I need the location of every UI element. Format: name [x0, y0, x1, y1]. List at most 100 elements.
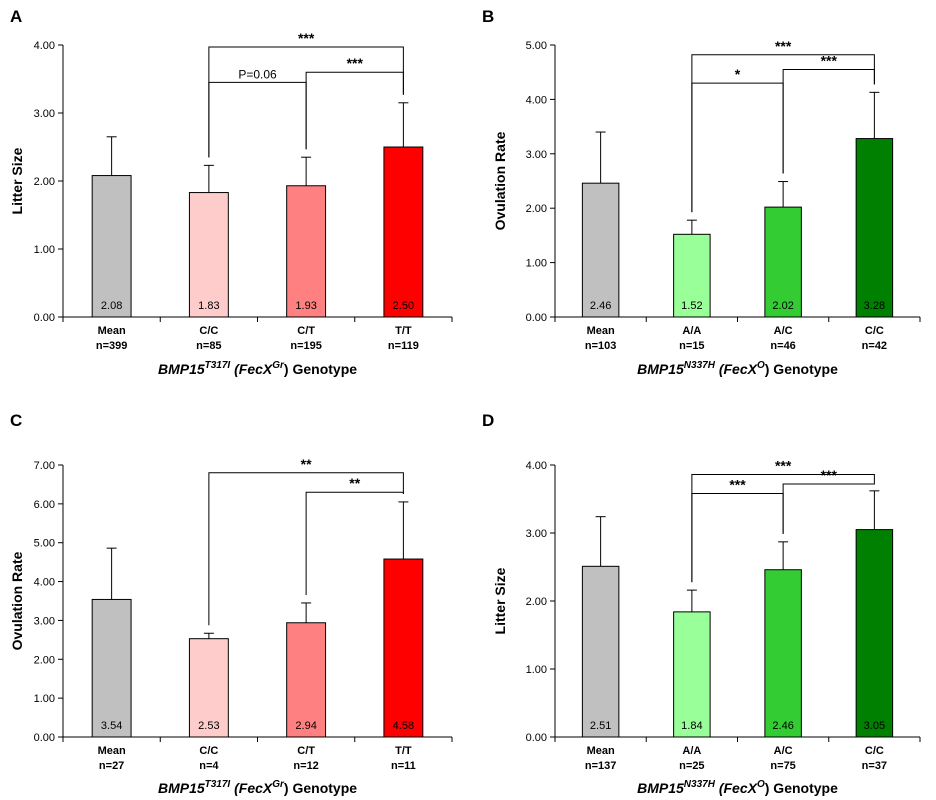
significance-label: *** — [821, 467, 838, 483]
panel-letter: D — [482, 411, 494, 430]
n-label: n=42 — [862, 340, 887, 352]
bar-c-c — [855, 138, 894, 318]
x-axis-label-allele: FecX — [724, 361, 759, 377]
y-tick-label: 0.00 — [34, 732, 55, 744]
bar-c-c — [188, 192, 229, 318]
y-tick-label: 1.00 — [34, 693, 55, 705]
bar-value-label: 2.50 — [393, 300, 414, 312]
category-label: Mean — [98, 745, 126, 757]
bar-a-c — [764, 206, 802, 318]
x-axis-label: BMP15T317I (FecXGr) Genotype — [158, 360, 357, 377]
x-axis-label-sup1: N337H — [684, 779, 716, 790]
bar-a-a — [673, 233, 711, 318]
x-axis-label-mid: ( — [715, 361, 725, 377]
category-label: A/A — [682, 745, 701, 757]
bar-value-label: 3.54 — [101, 720, 122, 732]
significance-bracket — [782, 68, 875, 174]
bar-value-label: 2.08 — [101, 300, 122, 312]
significance-label: *** — [821, 52, 838, 68]
n-label: n=399 — [96, 340, 128, 352]
y-tick-label: 0.00 — [526, 732, 547, 744]
n-label: n=27 — [99, 760, 124, 772]
category-label: Mean — [587, 745, 615, 757]
bar-value-label: 3.28 — [864, 300, 885, 312]
y-tick-label: 4.00 — [526, 460, 547, 472]
x-axis-label-mid: ( — [230, 361, 240, 377]
x-axis-label-allele: FecX — [239, 780, 274, 796]
significance-label: *** — [775, 458, 792, 474]
n-label: n=4 — [199, 760, 219, 772]
significance-bracket — [691, 493, 784, 583]
bar-value-label: 2.02 — [772, 300, 793, 312]
significance-label: *** — [347, 55, 364, 71]
bar-c-t — [286, 185, 327, 318]
bar-value-label: 2.46 — [772, 720, 793, 732]
x-axis-label-sup2: O — [757, 360, 765, 371]
category-label: C/C — [199, 325, 218, 337]
significance-bracket — [782, 482, 875, 534]
y-tick-label: 4.00 — [34, 577, 55, 589]
x-axis-label: BMP15T317I (FecXGr) Genotype — [158, 779, 357, 796]
n-label: n=46 — [770, 340, 795, 352]
x-axis-label-gene: BMP15 — [158, 780, 205, 796]
panel-letter: C — [10, 411, 22, 430]
x-axis-label-tail: ) Genotype — [284, 780, 357, 796]
y-tick-label: 1.00 — [34, 244, 55, 256]
category-label: A/C — [774, 745, 793, 757]
category-label: Mean — [587, 325, 615, 337]
bar-a-c — [764, 569, 802, 738]
y-tick-label: 0.00 — [34, 312, 55, 324]
bar-c-c — [855, 529, 894, 738]
panel-letter: A — [10, 7, 22, 26]
n-label: n=119 — [388, 340, 419, 352]
chart-panel-b: B 0.00 1.00 2.00 3.00 4.00 5.00 Ovulation Rate 2… — [482, 7, 921, 377]
x-axis-label-gene: BMP15 — [637, 361, 684, 377]
x-axis-label-allele: FecX — [724, 780, 759, 796]
significance-label: *** — [298, 30, 315, 46]
significance-label: * — [735, 66, 741, 82]
x-axis-label-allele: FecX — [239, 361, 274, 377]
chart-panel-c: C 0.00 1.00 2.00 3.00 4.00 5.00 6.00 7.00 Ovulati… — [9, 411, 453, 796]
x-axis-label-sup1: T317I — [205, 360, 231, 371]
significance-bracket — [208, 472, 404, 626]
x-axis-label-sup2: O — [757, 779, 765, 790]
x-axis-label-tail: ) Genotype — [765, 780, 838, 796]
panel-letter: B — [482, 7, 494, 26]
n-label: n=75 — [770, 760, 795, 772]
y-axis-label: Litter Size — [9, 147, 25, 214]
bar-c-t — [286, 622, 327, 738]
y-tick-label: 3.00 — [34, 615, 55, 627]
y-axis-label: Litter Size — [492, 567, 508, 634]
chart-panel-a: A 0.00 1.00 2.00 3.00 4.00 Litter Size 2.08 Mean… — [9, 7, 453, 377]
significance-bracket — [305, 491, 404, 595]
bar-value-label: 2.46 — [590, 300, 611, 312]
category-label: Mean — [98, 325, 126, 337]
category-label: C/T — [297, 745, 315, 757]
y-tick-label: 1.00 — [526, 258, 547, 270]
category-label: C/C — [865, 325, 884, 337]
chart-panel-d: D 0.00 1.00 2.00 3.00 4.00 Litter Size 2.51 Mean… — [482, 411, 921, 796]
bar-value-label: 1.84 — [681, 720, 702, 732]
y-tick-label: 0.00 — [526, 312, 547, 324]
y-tick-label: 3.00 — [526, 528, 547, 540]
category-label: T/T — [395, 325, 412, 337]
significance-label: P=0.06 — [238, 67, 277, 81]
n-label: n=12 — [293, 760, 318, 772]
x-axis-label-mid: ( — [230, 780, 240, 796]
x-axis-label-gene: BMP15 — [158, 361, 205, 377]
x-axis-label-sup2: Gr — [272, 779, 285, 790]
significance-bracket — [208, 81, 307, 158]
n-label: n=103 — [585, 340, 617, 352]
x-axis-label-tail: ) Genotype — [765, 361, 838, 377]
y-tick-label: 1.00 — [526, 664, 547, 676]
y-tick-label: 2.00 — [34, 176, 55, 188]
x-axis-label: BMP15N337H (FecXO) Genotype — [637, 779, 838, 796]
y-tick-label: 5.00 — [526, 40, 547, 52]
x-axis-label-sup1: T317I — [205, 779, 231, 790]
category-label: C/C — [865, 745, 884, 757]
bar-value-label: 2.53 — [198, 720, 219, 732]
y-tick-label: 2.00 — [526, 596, 547, 608]
significance-label: *** — [775, 38, 792, 54]
y-tick-label: 7.00 — [34, 460, 55, 472]
y-tick-label: 4.00 — [34, 40, 55, 52]
